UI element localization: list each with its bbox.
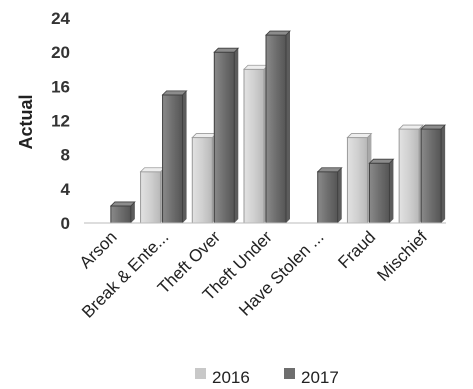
bar-top-2016-1 xyxy=(139,167,166,173)
y-tick-label: 8 xyxy=(61,146,70,165)
bar-2016-6 xyxy=(398,128,420,224)
x-tick-label: Mischief xyxy=(373,227,431,285)
y-axis: 0 4 8 12 16 20 24 xyxy=(51,9,70,233)
bar-2016-2 xyxy=(191,137,213,224)
bar-top-2017-2 xyxy=(213,47,240,53)
bar-2016-3 xyxy=(243,68,265,224)
bar-side-2017-4 xyxy=(337,167,342,223)
y-tick-label: 20 xyxy=(51,43,70,62)
legend-label-2016: 2016 xyxy=(212,368,250,387)
bar-top-2016-5 xyxy=(346,133,373,138)
y-axis-title: Actual xyxy=(16,94,36,149)
bar-top-2017-1 xyxy=(161,90,188,96)
bar-top-2017-5 xyxy=(368,158,395,164)
bars xyxy=(109,30,447,224)
bar-2017-4 xyxy=(317,171,339,224)
bar-top-2016-2 xyxy=(191,133,218,138)
y-tick-label: 0 xyxy=(61,214,70,233)
bar-2017-6 xyxy=(420,128,442,224)
bar-side-2017-1 xyxy=(182,90,187,223)
bar-top-2017-4 xyxy=(316,167,343,173)
bar-2017-3 xyxy=(265,34,287,224)
bar-side-2017-6 xyxy=(441,125,446,223)
legend: 2016 2017 xyxy=(195,368,339,387)
y-tick-label: 24 xyxy=(51,9,70,28)
y-tick-label: 12 xyxy=(51,112,70,131)
bar-top-2016-6 xyxy=(398,124,425,130)
bar-side-2017-5 xyxy=(389,159,394,223)
y-tick-label: 4 xyxy=(61,180,71,199)
bar-2017-2 xyxy=(213,51,235,224)
bar-top-2017-0 xyxy=(109,201,136,207)
bar-2017-0 xyxy=(110,205,132,224)
bar-side-2017-2 xyxy=(234,48,239,223)
bar-side-2017-3 xyxy=(286,31,290,224)
bar-top-2017-6 xyxy=(420,124,447,130)
legend-swatch-2017 xyxy=(284,368,295,379)
bar-2016-1 xyxy=(140,171,162,224)
x-tick-label: Fraud xyxy=(334,227,379,272)
bar-2017-1 xyxy=(162,94,184,224)
y-tick-label: 16 xyxy=(51,77,70,96)
x-tick-label: Arson xyxy=(76,227,121,272)
bar-top-2017-3 xyxy=(265,30,291,36)
bar-2016-5 xyxy=(346,137,368,224)
legend-label-2017: 2017 xyxy=(301,368,339,387)
bar-2017-5 xyxy=(368,162,390,224)
legend-swatch-2016 xyxy=(195,368,206,379)
bar-top-2016-3 xyxy=(243,64,269,70)
bar-side-2017-0 xyxy=(130,201,135,223)
